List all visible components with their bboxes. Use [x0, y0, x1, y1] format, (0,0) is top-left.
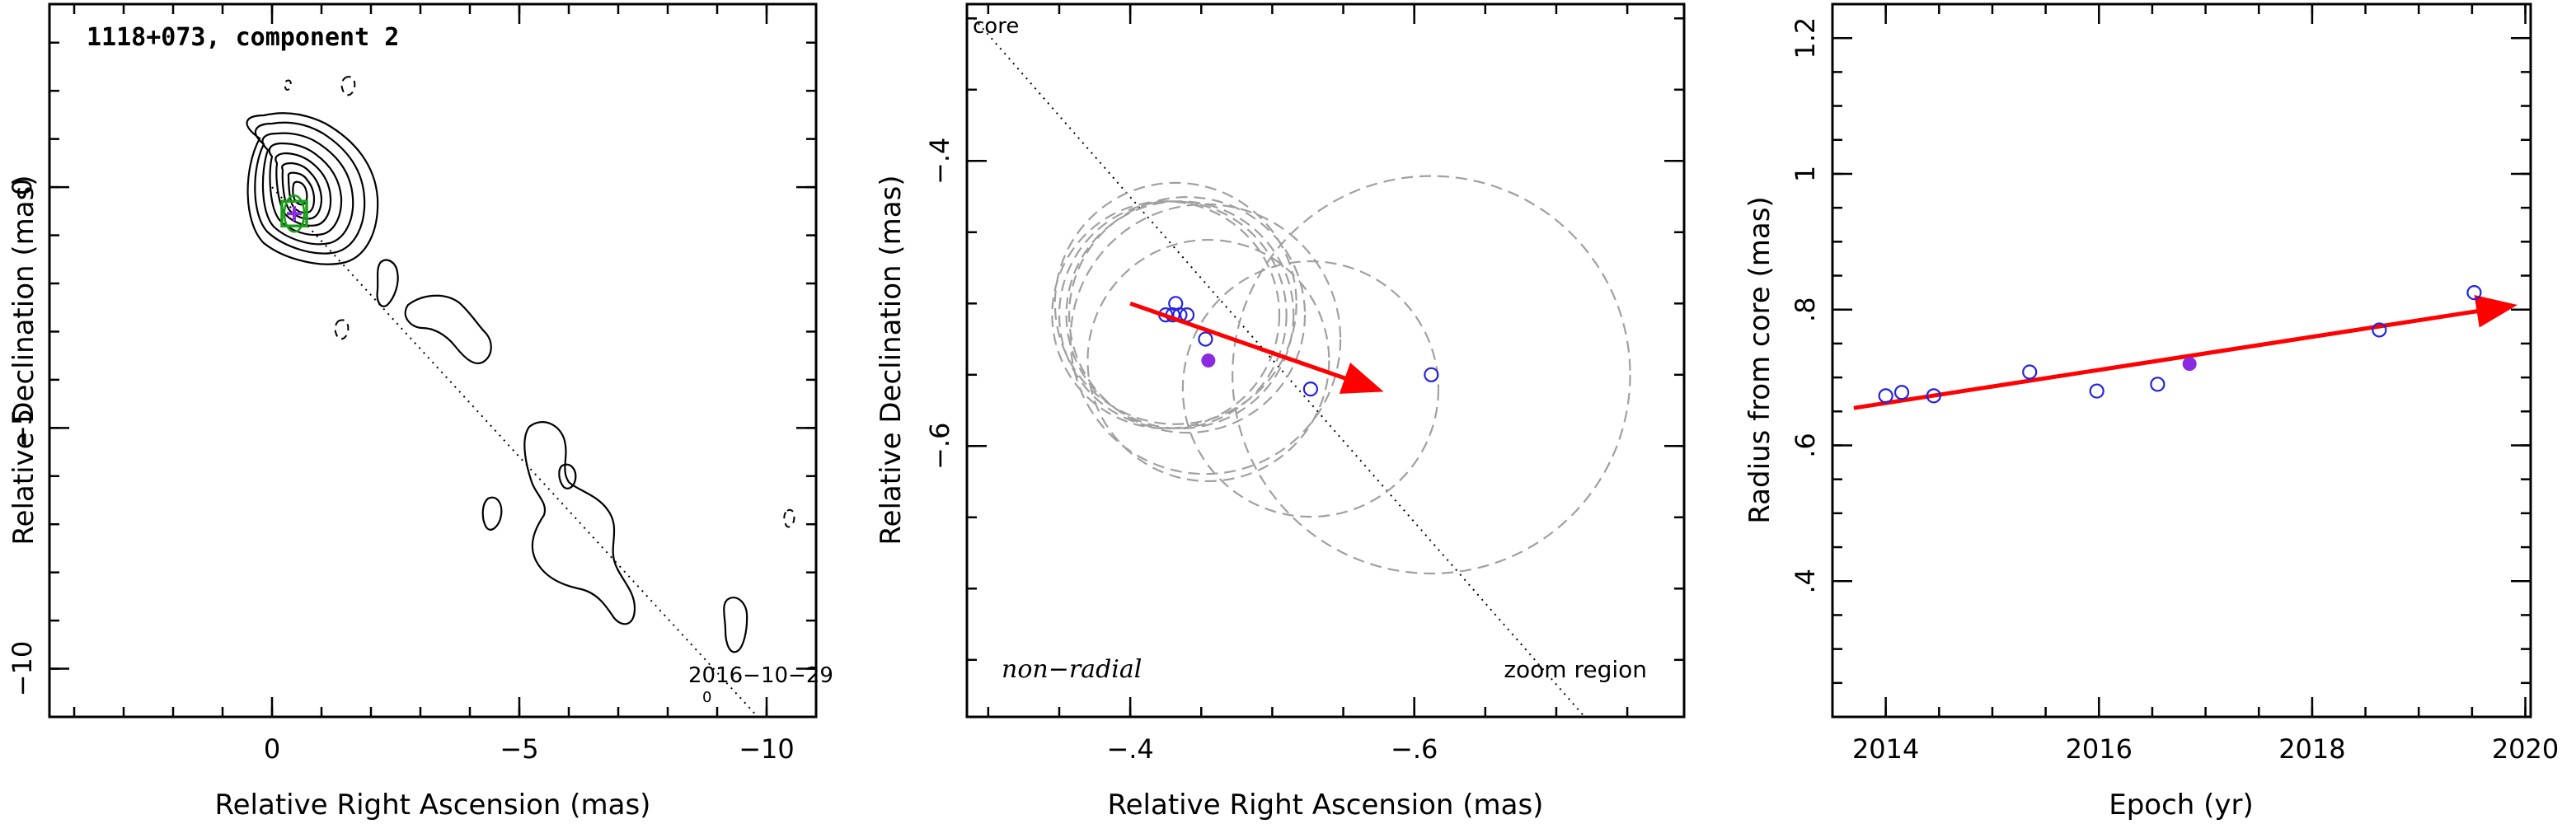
panel1-xlabel: Relative Right Ascension (mas) — [215, 789, 651, 822]
panel1-tick-labels: 0 −5 −10 0 −5 −10 — [7, 179, 795, 765]
p3-xtick-label: 2014 — [1852, 733, 1919, 765]
error-circle — [1232, 175, 1631, 575]
panel1-ylabel: Relative Declination (mas) — [7, 175, 40, 545]
radius-point — [2372, 322, 2387, 338]
p3-xtick-label: 2020 — [2492, 733, 2559, 765]
p1-ytick-label: −5 — [7, 409, 38, 447]
trend-arrow — [1853, 294, 2518, 410]
panel1-date: 2016−10−29 — [688, 663, 833, 688]
component-cross — [287, 206, 302, 222]
p2-ytick-label: −.6 — [924, 423, 955, 470]
panel2-ylabel: Relative Declination (mas) — [875, 175, 908, 545]
motion-vector — [1129, 301, 1384, 394]
radius-point — [1926, 388, 1941, 404]
ridge-line — [271, 186, 759, 717]
p1-ytick-label: 0 — [7, 179, 38, 195]
panel-zoom-region: −.4 −.6 −.4 −.6 core non−radial zoom region… — [875, 2, 1686, 822]
contour-jet — [376, 259, 748, 653]
position-points — [1158, 296, 1439, 397]
p1-xtick-label: 0 — [264, 733, 280, 765]
panel1-frame — [48, 2, 818, 719]
panel3-ticks — [1831, 2, 2531, 719]
panel3-tick-labels: 2014 2016 2018 2020 .4 .6 .8 1 1.2 — [1790, 17, 2559, 765]
panel1-date-sub: 0 — [702, 689, 711, 706]
p3-xtick-label: 2018 — [2278, 733, 2345, 765]
contour-negative — [284, 76, 795, 528]
radius-point — [2150, 377, 2165, 392]
panel2-tick-labels: −.4 −.6 −.4 −.6 — [924, 138, 1438, 765]
p1-xtick-label: −5 — [500, 733, 538, 765]
panel3-frame — [1831, 2, 2532, 719]
panel2-frame — [965, 2, 1686, 719]
radius-point — [1878, 388, 1893, 404]
radius-points — [1878, 285, 2482, 404]
radius-point — [2466, 285, 2482, 301]
panel2-ticks — [967, 4, 1684, 717]
p3-ytick-label: 1.2 — [1790, 17, 1821, 59]
p1-ytick-label: −10 — [7, 641, 38, 697]
position-point — [1198, 331, 1213, 347]
error-circles — [1051, 175, 1631, 575]
error-circle — [1067, 196, 1307, 434]
panel3-ylabel: Radius from core (mas) — [1743, 196, 1776, 523]
error-circle — [1065, 200, 1295, 430]
radius-point — [1893, 385, 1910, 400]
panel2-core-label: core — [973, 14, 1019, 39]
error-circle — [1053, 181, 1297, 425]
p3-ytick-label: 1 — [1790, 166, 1821, 182]
radius-point — [2089, 383, 2104, 399]
panel2-xlabel: Relative Right Ascension (mas) — [1108, 789, 1544, 822]
component-box — [280, 199, 308, 227]
panel2-motion-label: non−radial — [1002, 655, 1142, 684]
panel2-region-label: zoom region — [1504, 656, 1647, 683]
panel1-title: 1118+073, component 2 — [87, 23, 399, 52]
panel1-ticks — [49, 4, 818, 719]
component-marker — [280, 194, 308, 233]
highlight-point — [2182, 357, 2197, 372]
position-point — [1302, 382, 1319, 397]
highlight-point — [1201, 353, 1216, 368]
error-circle — [1181, 260, 1440, 518]
radius-point — [2022, 364, 2038, 380]
p2-xtick-label: −.4 — [1106, 733, 1153, 765]
contour-core — [246, 112, 379, 265]
p3-ytick-label: .8 — [1790, 297, 1821, 322]
error-circle — [1086, 238, 1330, 483]
panel-radius-vs-epoch: 2014 2016 2018 2020 .4 .6 .8 1 1.2 Epoch (yr) Ra… — [1743, 2, 2559, 822]
component-ellipse — [283, 194, 306, 233]
p3-ytick-label: .4 — [1790, 569, 1821, 594]
p2-ytick-label: −.4 — [924, 138, 955, 185]
error-circle — [1069, 203, 1342, 475]
p2-xtick-label: −.6 — [1391, 733, 1438, 765]
p3-xtick-label: 2016 — [2066, 733, 2133, 765]
p3-ytick-label: .6 — [1790, 433, 1821, 458]
p1-xtick-label: −10 — [739, 733, 795, 765]
panel3-xlabel: Epoch (yr) — [2109, 789, 2254, 822]
position-point — [1424, 367, 1439, 382]
panel-contour-map: 0 −5 −10 0 −5 −10 1118+073, component 2 2016−… — [7, 2, 833, 822]
